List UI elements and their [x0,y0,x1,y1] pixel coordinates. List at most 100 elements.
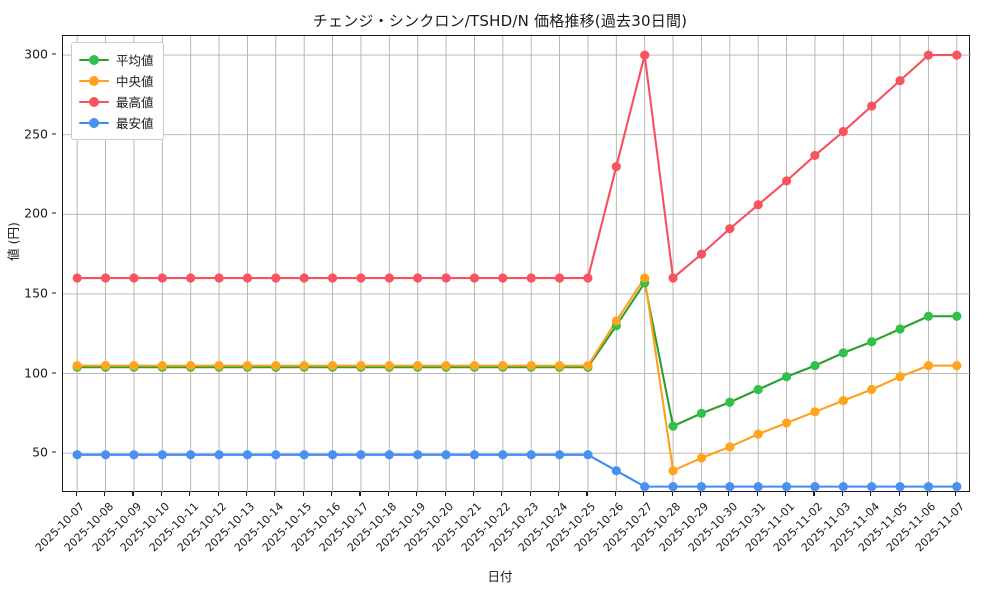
data-point [129,361,139,371]
data-point [299,273,309,283]
x-axis-title: 日付 [487,569,513,584]
data-point [72,450,82,460]
data-point [753,482,763,492]
y-tick-mark [52,372,56,374]
legend-item[interactable]: 最高値 [79,91,154,112]
y-tick-mark [52,292,56,294]
data-point [725,224,735,234]
x-tick-mark [586,492,588,496]
legend-marker-icon [79,95,109,109]
x-tick-mark [614,492,616,496]
x-tick-mark [444,492,446,496]
data-point [214,273,224,283]
data-point [640,273,650,283]
data-point [838,348,848,358]
x-tick-mark [189,492,191,496]
data-point [72,361,82,371]
data-point [384,450,394,460]
x-tick-mark [75,492,77,496]
data-point [952,361,962,371]
data-point [441,361,451,371]
data-point [554,361,565,371]
data-point [129,450,139,460]
data-point [810,482,820,492]
x-tick-mark [926,492,929,496]
data-point [100,361,111,371]
data-point [413,361,423,371]
x-tick-mark [841,492,843,496]
legend-item[interactable]: 平均値 [79,49,154,70]
y-tick-label: 300 [24,46,48,62]
y-axis-title: 値 (円) [5,222,21,261]
data-point [469,273,480,283]
data-point [526,361,536,371]
x-tick-mark [870,492,872,496]
legend-item-label: 最安値 [116,116,154,131]
data-point [583,273,593,283]
data-point [498,273,508,283]
data-point [299,450,309,460]
data-point [952,50,962,60]
legend-item[interactable]: 中央値 [79,70,154,91]
x-tick-mark [728,492,730,496]
data-point [781,176,792,186]
data-point [242,361,253,371]
legend-item-label: 平均値 [116,53,154,68]
data-point [838,396,848,406]
x-tick-mark [104,492,106,496]
data-point [526,450,536,460]
data-point [838,482,848,492]
x-tick-mark [813,492,815,496]
data-point [327,361,338,371]
data-point [413,273,423,283]
y-tick-label: 200 [24,205,48,221]
x-tick-mark [671,492,673,496]
data-point [327,273,338,283]
x-tick-mark [955,492,957,496]
plot-area [62,35,971,493]
data-point [753,384,763,395]
y-tick-mark [52,212,56,214]
series-line [76,453,958,488]
chart-title: チェンジ・シンクロン/TSHD/N 価格推移(過去30日間) [312,12,688,30]
data-point [554,273,565,283]
data-point [810,150,820,161]
data-point [725,397,735,407]
data-point [895,372,905,382]
data-point [867,482,877,492]
data-point [157,273,167,283]
y-tick-label: 250 [24,126,48,142]
data-point [129,273,139,283]
data-point [554,450,565,460]
data-point [668,482,678,492]
data-point [923,482,934,492]
data-point [952,482,962,492]
data-point [867,384,877,395]
series-line [76,281,958,428]
x-tick-mark [699,492,702,496]
series-line [76,276,958,472]
data-point [923,361,934,371]
data-point [583,361,593,371]
data-point [356,361,366,371]
data-point [327,450,338,460]
data-point [611,466,621,476]
x-tick-mark [160,492,162,496]
legend-item[interactable]: 最安値 [79,112,154,133]
x-tick-mark [302,492,304,496]
data-point [469,361,480,371]
data-point [186,273,196,283]
data-point [611,316,621,326]
x-tick-mark [245,492,248,496]
data-point [356,273,366,283]
data-point [923,311,934,321]
x-tick-mark [331,492,333,496]
data-point [186,361,196,371]
data-point [895,482,905,492]
data-point [242,450,253,460]
chart-legend: 平均値中央値 最高値最安値 [71,42,164,140]
x-axis: 2025-10-07 2025-10-08 2025-10-09 2025-10-10… [33,492,970,562]
y-tick-mark [52,53,56,55]
y-tick-mark [52,451,56,453]
legend-marker-icon [79,53,109,67]
